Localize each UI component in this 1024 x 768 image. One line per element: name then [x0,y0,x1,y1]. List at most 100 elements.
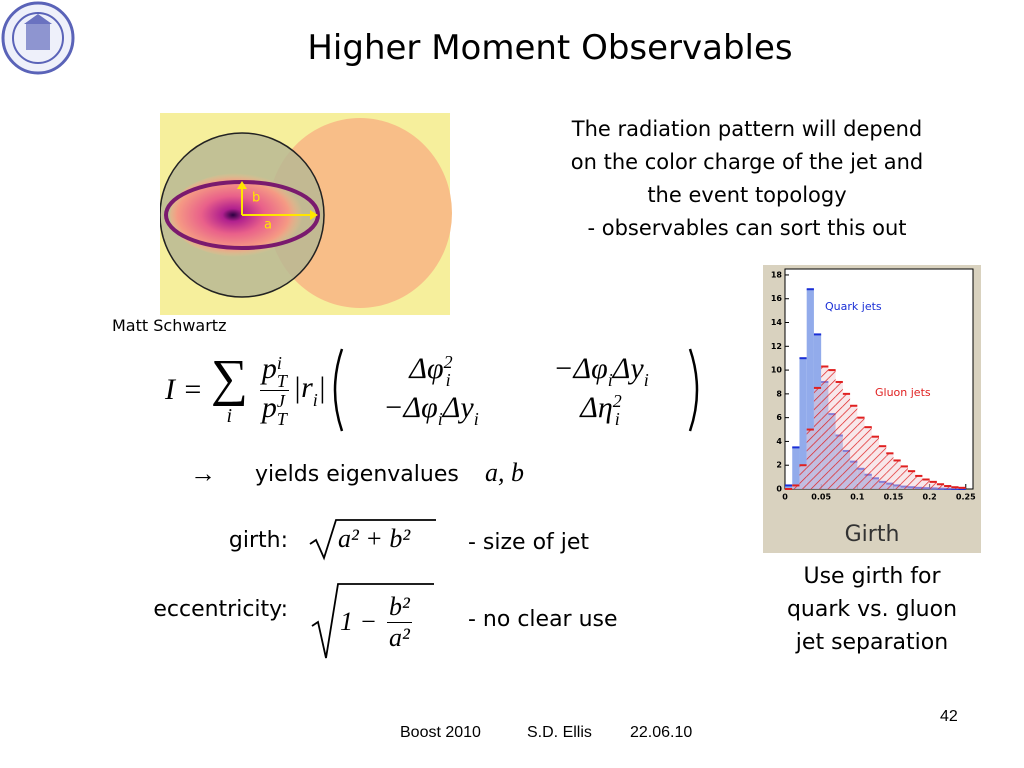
math: 2 [443,352,453,372]
histogram-bar [879,446,887,489]
girth-label: girth: [228,528,288,553]
university-seal [1,1,75,75]
histogram-bar [835,381,843,489]
footer-date: 22.06.10 [630,724,693,741]
math: T [276,408,287,429]
math: p [261,352,277,386]
math: a² + b² [338,524,411,553]
histogram-bar [850,405,858,489]
x-tick-label: 0.2 [923,493,937,502]
eccentricity-label: eccentricity: [153,597,288,622]
x-tick-label: 0.05 [811,493,831,502]
histogram-bar [821,366,829,489]
text-line: the event topology [647,183,847,207]
y-tick-label: 4 [776,437,782,446]
math: a, b [485,458,524,487]
math: a² [389,622,410,652]
text-line: - observables can sort this out [587,216,907,240]
text-line: The radiation pattern will depend [571,117,923,141]
math: ∑ [210,349,248,407]
histogram-bar [944,486,952,489]
legend-label: Gluon jets [875,386,931,399]
math: T [276,370,287,391]
math: i [276,352,282,373]
paren [688,348,699,432]
math: i [643,370,649,390]
histogram-bar [907,471,916,489]
math: i [437,409,443,430]
x-tick-label: 0.25 [956,493,976,502]
math: Δy [442,391,474,424]
math: | [317,371,327,405]
y-tick-label: 18 [771,270,783,279]
histogram-bar [864,427,872,489]
jet-image: b a [160,113,452,315]
math: 1 − [340,607,378,636]
axis-label: a [264,218,272,233]
math: −Δφ [383,391,438,424]
arrow: → [190,459,216,488]
math: p [261,390,277,424]
y-tick-label: 2 [776,461,782,470]
text-line: on the color charge of the jet and [570,150,924,174]
x-tick-label: 0.15 [884,493,904,502]
equation: I = ∑ i piT pJT |rii| Δφ2i−ΔφiiΔyii−Δφii… [165,340,706,440]
matrix-cell: −ΔφiiΔyii [516,352,686,389]
math: I = [165,373,203,406]
legend-label: Quark jets [825,300,882,313]
text-line: jet separation [795,630,949,655]
histogram-bar [842,393,851,489]
y-tick-label: 8 [776,389,782,398]
histogram-bar [915,475,923,489]
conclusion: Use girth for quark vs. gluon jet separati… [762,560,982,659]
histogram-bar [936,484,945,489]
paren [333,348,344,432]
histogram-bar [792,447,800,489]
fraction: b² a² [387,592,412,653]
script: ii [608,353,613,389]
histogram-bar [871,436,879,489]
math: i [607,370,613,390]
image-caption: Matt Schwartz [112,316,227,335]
math: J [276,390,285,411]
note: - no clear use [468,607,618,632]
histogram-bar [799,358,807,489]
text-line: quark vs. gluon [786,597,958,622]
histogram-bar [900,466,908,489]
matrix-cell: Δφ 2 i [346,352,516,389]
math: Δη [580,391,613,424]
histogram-bar [857,417,865,489]
description: The radiation pattern will depend on the … [540,113,954,245]
histogram-bar [929,481,937,489]
y-tick-label: 0 [776,485,782,494]
x-tick-label: 0 [782,493,788,502]
math: 2 [612,391,622,412]
histogram-bar [886,453,894,489]
matrix-cell: −ΔφiiΔyii [346,391,516,428]
y-tick-label: 16 [771,294,783,303]
script: ii [474,392,479,428]
math: Δy [612,351,644,385]
y-tick-label: 6 [776,413,782,422]
histogram-bar [792,485,800,489]
sqrt-sign [311,583,434,659]
note: - size of jet [468,530,590,555]
math: i [473,409,479,430]
histogram-bar [806,289,814,489]
math: i [226,404,233,427]
text-line: Use girth for [803,564,941,589]
footer-author: S.D. Ellis [527,724,592,741]
x-axis-label: Girth [845,522,900,547]
script: ii [644,353,649,389]
sum: ∑ i [210,349,248,428]
histogram-bar [799,465,807,489]
eigen-text: yields eigenvalues [255,462,459,487]
histogram-bar [828,370,836,489]
histogram-bar [813,387,822,489]
